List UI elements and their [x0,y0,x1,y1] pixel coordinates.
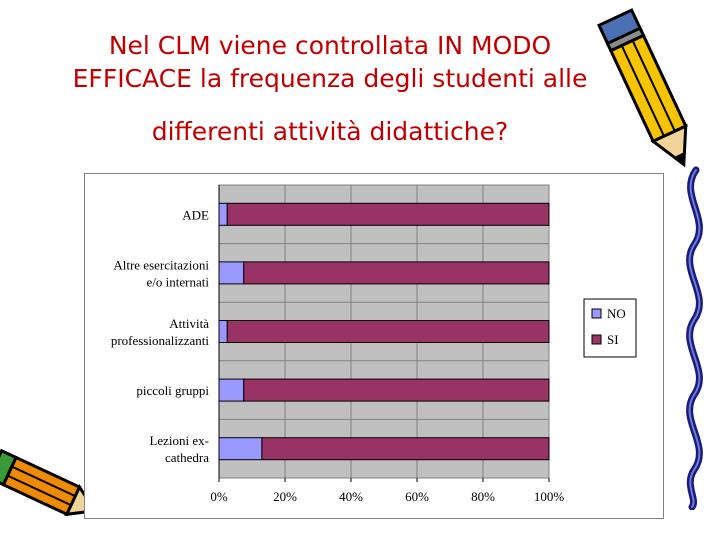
legend-label-no: NO [607,306,626,321]
bar-si [243,378,550,402]
category-label: cathedra [165,450,209,465]
bar-no [218,202,228,226]
legend-swatch-si [591,334,602,345]
category-label: Altre esercitazioni [113,257,209,272]
bar-si [226,320,550,343]
category-label: piccoli gruppi [136,383,209,398]
x-tick-label: 0% [210,489,228,504]
category-label: ADE [182,207,209,222]
bar-no [218,437,263,461]
bar-no [218,378,245,402]
category-label: Lezioni ex- [149,433,209,448]
title-line-3: differenti attività didattiche? [151,117,509,146]
legend-label-si: SI [607,332,619,347]
bar-no [218,261,245,285]
bar-no [218,320,228,343]
wavy-line-icon [686,166,703,510]
legend-swatch-no [591,308,602,319]
category-label: professionalizzanti [111,333,210,348]
pencil-icon [0,448,92,517]
category-label: Attività [169,316,209,331]
x-tick-label: 20% [273,489,297,504]
x-tick-label: 60% [405,489,429,504]
bar-si [243,261,550,285]
title-line-2: EFFICACE la frequenza degli studenti all… [72,64,588,93]
pencil-icon [597,8,688,168]
x-tick-label: 100% [534,489,565,504]
stacked-bar-chart: 0% 20% 40% 60% 80% 100% ADE Altre esercitazioni… [84,173,664,519]
x-tick-label: 80% [471,489,495,504]
title-line-1: Nel CLM viene controllata IN MODO [108,31,552,60]
category-label: e/o internati [147,274,210,289]
x-tick-label: 40% [339,489,363,504]
chart-panel: 0% 20% 40% 60% 80% 100% ADE Altre esercitazioni… [84,173,664,519]
bar-si [261,437,550,461]
bar-si [226,202,550,226]
